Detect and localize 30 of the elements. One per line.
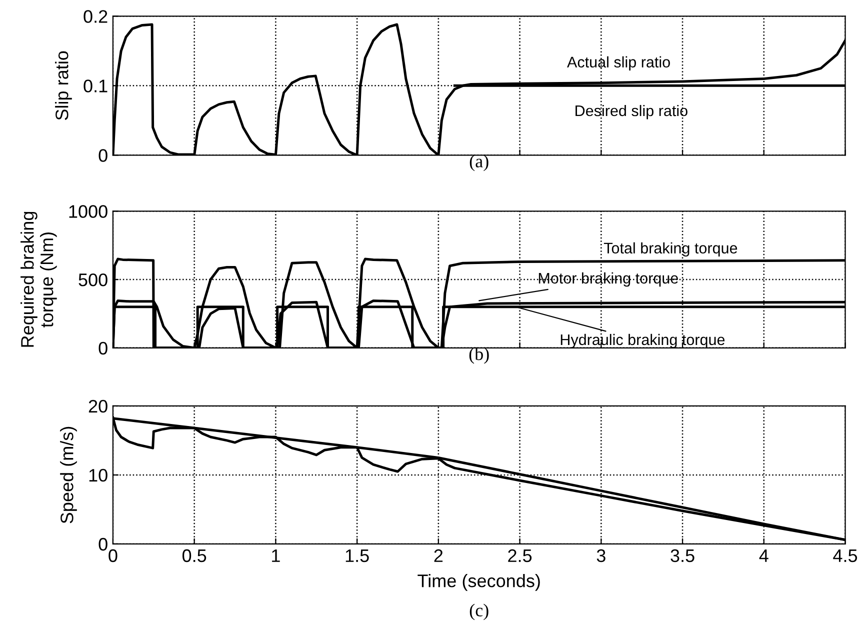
- y-tick-label: 10: [89, 468, 108, 482]
- x-tick-label: 4.5: [833, 549, 858, 562]
- y-axis-title: Speed (m/s): [60, 426, 77, 524]
- y-tick-label: 0: [98, 538, 108, 551]
- y-tick-label: 0.1: [84, 80, 108, 92]
- y-tick-label: 0: [98, 342, 108, 355]
- y-tick-label: 0.2: [84, 10, 108, 23]
- x-axis-title: Time (seconds): [418, 574, 540, 591]
- x-tick-label: 3: [596, 549, 606, 562]
- x-tick-label: 4: [759, 549, 768, 562]
- annotation: (a): [470, 154, 488, 172]
- y-tick-label: 20: [88, 400, 108, 413]
- series-label: Total braking torque: [604, 242, 738, 257]
- y-tick-label: 0: [98, 149, 108, 162]
- y-tick-label: 500: [78, 273, 108, 286]
- x-tick-label: 3.5: [670, 549, 694, 562]
- x-tick-label: 2.5: [508, 549, 532, 562]
- y-tick-label: 1000: [69, 205, 108, 218]
- text: (c): [470, 604, 488, 620]
- series-label: Desired slip ratio: [576, 104, 688, 120]
- x-tick-label: 0: [108, 549, 118, 562]
- y-axis-title: Required braking torque (Nm): [20, 212, 57, 347]
- y-axis-title: Slip ratio: [55, 51, 72, 120]
- series-label: Motor braking torque: [538, 272, 678, 287]
- x-tick-label: 1.5: [346, 549, 369, 562]
- x-tick-label: 0.5: [182, 549, 206, 562]
- x-tick-label: 2: [434, 549, 443, 562]
- series-label: Hydraulic braking torque: [560, 334, 725, 348]
- x-tick-label: 1: [272, 549, 280, 562]
- series-label: Actual slip ratio: [567, 56, 670, 71]
